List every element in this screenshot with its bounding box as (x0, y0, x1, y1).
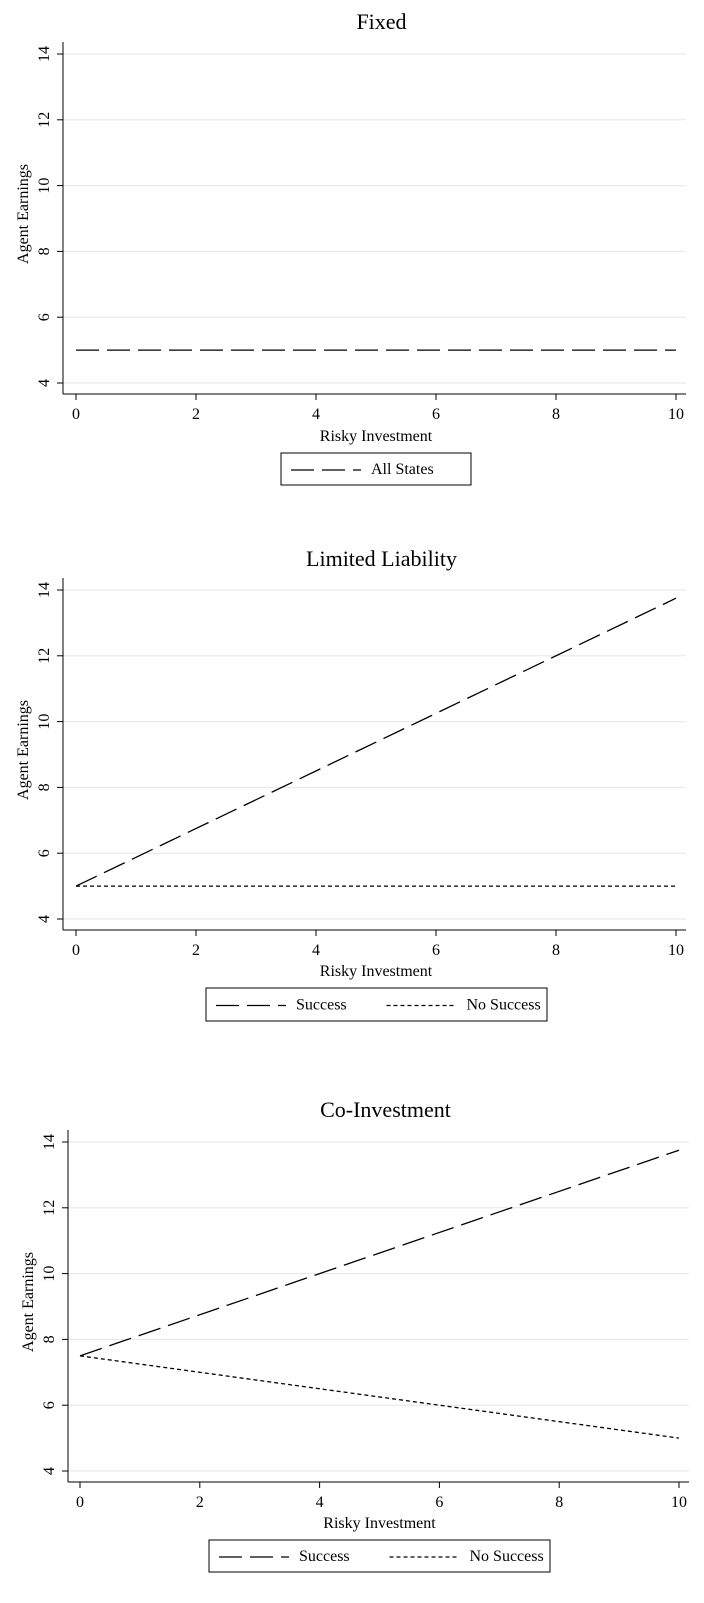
y-tick-label: 10 (36, 714, 53, 730)
x-tick-label: 8 (555, 1494, 563, 1511)
y-tick-label: 8 (41, 1335, 58, 1343)
y-axis-label: Agent Earnings (15, 700, 32, 800)
x-tick-label: 10 (668, 406, 684, 423)
chart-title: Fixed (356, 9, 406, 34)
x-tick-label: 2 (196, 1494, 204, 1511)
y-tick-label: 14 (36, 582, 53, 598)
y-tick-label: 12 (41, 1200, 58, 1216)
x-tick-label: 0 (72, 942, 80, 959)
y-tick-label: 12 (36, 648, 53, 664)
x-tick-label: 2 (192, 406, 200, 423)
y-tick-label: 6 (36, 849, 53, 857)
x-tick-label: 10 (668, 942, 684, 959)
y-tick-label: 4 (36, 379, 53, 387)
legend-label: No Success (467, 997, 541, 1014)
chart-title: Limited Liability (306, 546, 457, 571)
y-tick-label: 8 (36, 783, 53, 791)
y-tick-label: 12 (36, 112, 53, 128)
x-tick-label: 6 (432, 406, 440, 423)
y-axis-label: Agent Earnings (15, 164, 32, 264)
x-tick-label: 10 (671, 1494, 687, 1511)
x-axis-label: Risky Investment (320, 963, 433, 980)
x-axis-label: Risky Investment (323, 1515, 436, 1532)
x-tick-label: 6 (435, 1494, 443, 1511)
y-tick-label: 14 (41, 1134, 58, 1150)
legend: All States (280, 452, 472, 486)
y-tick-label: 8 (36, 247, 53, 255)
y-tick-label: 6 (41, 1401, 58, 1409)
y-tick-label: 6 (36, 313, 53, 321)
chart-panel-1: Fixed 4 6 8 10 12 14 0 2 4 6 8 10 Risky Investment Age… (15, 9, 686, 486)
y-axis-label: Agent Earnings (20, 1252, 37, 1352)
chart-title: Co-Investment (320, 1097, 451, 1122)
x-tick-label: 8 (552, 942, 560, 959)
x-tick-label: 4 (312, 406, 320, 423)
legend: Success No Success (205, 987, 548, 1022)
legend-box (208, 1539, 551, 1573)
legend-label: Success (299, 1548, 350, 1565)
legend-label: No Success (470, 1548, 544, 1565)
chart-panel-3: Co-Investment 4 6 8 10 12 14 0 2 4 6 8 10 Risky Inves… (20, 1097, 689, 1573)
y-tick-label: 10 (41, 1266, 58, 1282)
x-tick-label: 6 (432, 942, 440, 959)
x-tick-label: 8 (552, 406, 560, 423)
x-tick-label: 4 (316, 1494, 324, 1511)
legend-box (280, 452, 472, 486)
series-line-dashed (79, 1149, 680, 1357)
y-tick-label: 10 (36, 178, 53, 194)
x-axis-label: Risky Investment (320, 428, 433, 445)
x-tick-label: 4 (312, 942, 320, 959)
legend-box (205, 987, 548, 1022)
chart-panel-2: Limited Liability 4 6 8 10 12 14 0 2 4 6 8 10 Risky I… (15, 546, 686, 1022)
x-tick-label: 2 (192, 942, 200, 959)
y-tick-label: 14 (36, 46, 53, 62)
y-tick-label: 4 (36, 915, 53, 923)
series-line-dashed (75, 597, 677, 887)
x-tick-label: 0 (76, 1494, 84, 1511)
y-tick-label: 4 (41, 1467, 58, 1475)
legend-label: All States (371, 461, 434, 478)
legend-label: Success (296, 997, 347, 1014)
series-line-dotted (79, 1355, 680, 1439)
legend: Success No Success (208, 1539, 551, 1573)
x-tick-label: 0 (72, 406, 80, 423)
